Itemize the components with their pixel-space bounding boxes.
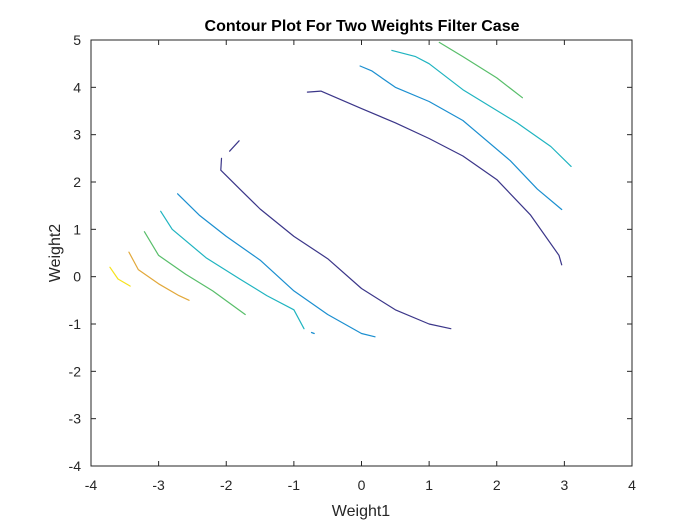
x-axis-label: Weight1: [332, 503, 391, 520]
y-tick-label: -2: [69, 363, 82, 379]
y-tick-label: -4: [69, 458, 82, 474]
x-tick-label: 0: [358, 477, 366, 493]
y-tick-label: -3: [69, 411, 82, 427]
contour-line-level-5-segment-1: [128, 251, 190, 301]
x-tick-label: 3: [560, 477, 568, 493]
x-tick-label: -2: [220, 477, 233, 493]
contour-line-level-2-segment-1: [177, 193, 376, 338]
x-tick-label: 4: [628, 477, 636, 493]
y-tick-label: 3: [73, 127, 81, 143]
chart-title: Contour Plot For Two Weights Filter Case: [205, 18, 520, 35]
y-tick-label: 4: [73, 79, 81, 95]
y-tick-label: 2: [73, 174, 81, 190]
y-tick-label: -1: [69, 316, 82, 332]
x-tick-label: 2: [493, 477, 501, 493]
y-axis: -4 -3 -2 -1 0 1 2 3 4 5: [69, 32, 632, 474]
contour-line-level-6-segment-1: [109, 266, 131, 287]
contour-lines-group: [109, 41, 572, 338]
contour-line-level-3-segment-1: [160, 210, 305, 330]
y-tick-label: 1: [73, 221, 81, 237]
contour-line-level-1-segment-3: [306, 90, 563, 266]
x-tick-label: -1: [288, 477, 301, 493]
x-tick-label: -3: [152, 477, 165, 493]
x-tick-label: -4: [85, 477, 98, 493]
contour-line-level-1-segment-1: [229, 140, 240, 152]
contour-line-level-3-segment-2: [391, 49, 572, 167]
y-axis-label: Weight2: [47, 224, 64, 283]
contour-line-level-1-segment-2: [220, 157, 452, 330]
contour-line-level-4-segment-2: [438, 41, 524, 99]
x-tick-label: 1: [425, 477, 433, 493]
x-axis: -4 -3 -2 -1 0 1 2 3 4: [85, 40, 636, 493]
contour-line-level-2-segment-3: [359, 65, 563, 211]
contour-line-level-4-segment-1: [143, 231, 246, 316]
y-tick-label: 5: [73, 32, 81, 48]
y-tick-label: 0: [73, 269, 81, 285]
contour-line-level-2-segment-2: [310, 331, 315, 335]
